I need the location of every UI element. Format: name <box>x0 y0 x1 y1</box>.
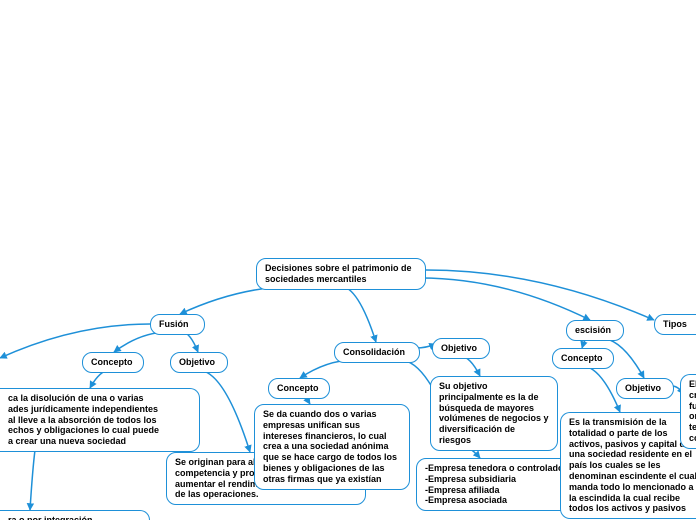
node-eObjT: Elcrefunorgtenco <box>680 374 696 449</box>
edge-root-escis <box>420 278 590 320</box>
edge-fusion-fObj <box>182 332 198 352</box>
node-eConc: Concepto <box>552 348 614 369</box>
node-cObj: Objetivo <box>432 338 490 359</box>
node-fConc: Concepto <box>82 352 144 373</box>
node-eTipos: Tipos <box>654 314 696 335</box>
edge-fusion-fConc <box>114 332 168 352</box>
node-eConcT: Es la transmisión de la totalidad o part… <box>560 412 696 519</box>
diagram-canvas: Decisiones sobre el patrimonio de socied… <box>0 0 696 520</box>
node-root: Decisiones sobre el patrimonio de socied… <box>256 258 426 290</box>
edge-root-eTipos <box>426 270 654 320</box>
node-cObjT: Su objetivo principalmente es la de búsq… <box>430 376 558 451</box>
edge-root-fusion <box>180 286 300 314</box>
edge-cObj-cObjT <box>460 356 480 376</box>
node-fObj: Objetivo <box>170 352 228 373</box>
node-escis: escisión <box>566 320 624 341</box>
node-fusion: Fusión <box>150 314 205 335</box>
node-eObj: Objetivo <box>616 378 674 399</box>
node-cConcT: Se da cuando dos o varias empresas unifi… <box>254 404 410 490</box>
node-consol: Consolidación <box>334 342 420 363</box>
node-cConc: Concepto <box>268 378 330 399</box>
edge-eConc-eConcT <box>582 366 620 412</box>
edge-fObj-fObjT <box>198 370 250 452</box>
edge-root-consol <box>340 286 376 342</box>
node-fConcT: ca la disolución de una o variasades jur… <box>0 388 200 452</box>
node-fTipos: ra o por integración <box>0 510 150 520</box>
